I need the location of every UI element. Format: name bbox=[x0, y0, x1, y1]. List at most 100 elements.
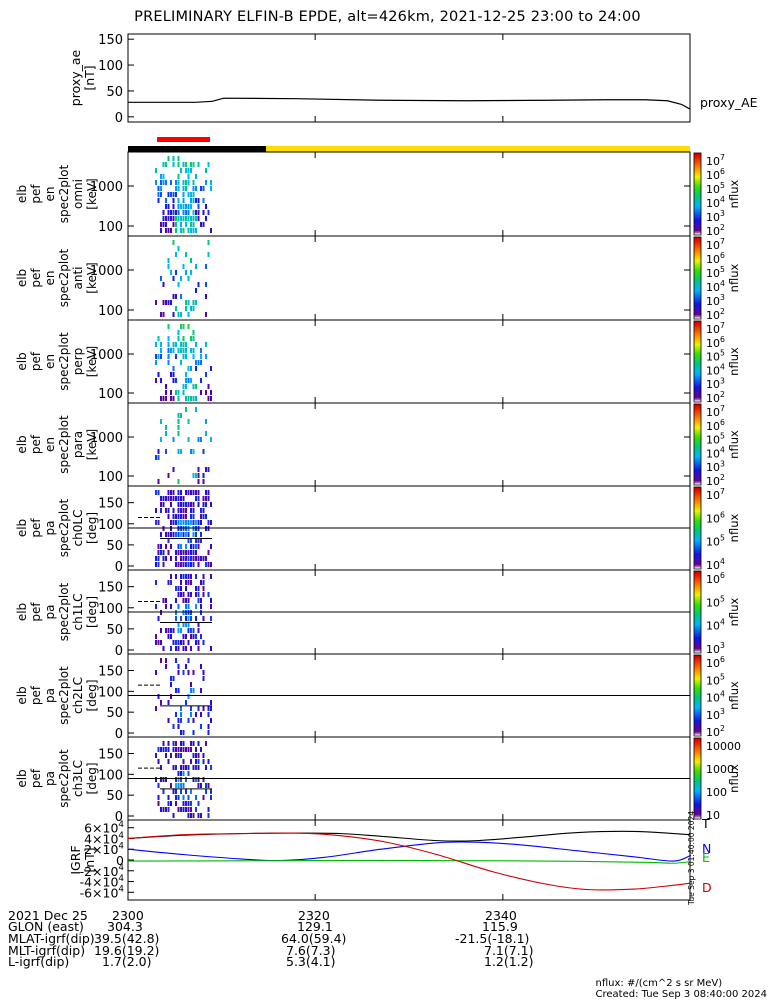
spectrogram-pixel bbox=[182, 192, 185, 197]
colorbar-segment bbox=[694, 646, 701, 650]
colorbar-frame bbox=[693, 570, 702, 654]
colorbar-segment bbox=[694, 387, 701, 391]
spectrogram-pixel bbox=[192, 192, 195, 197]
spectrogram-pixel bbox=[192, 449, 195, 454]
spectrogram-pixel bbox=[175, 658, 177, 663]
spectrogram-pixel bbox=[165, 753, 167, 758]
colorbar-tick-label: 104 bbox=[706, 195, 725, 210]
spectrogram-pixel bbox=[175, 574, 177, 579]
spectrogram-pixel bbox=[192, 514, 195, 519]
proxy-ae-ytick-label: 50 bbox=[106, 85, 123, 100]
spectrogram-pixel bbox=[155, 753, 157, 758]
spectrogram-pixel bbox=[190, 544, 192, 549]
colorbar-segment bbox=[694, 505, 701, 508]
colorbar-segment bbox=[694, 165, 701, 168]
spectrogram-pixel bbox=[192, 384, 195, 389]
spectrogram-pixel bbox=[180, 730, 182, 735]
colorbar-segment bbox=[694, 232, 701, 236]
spectrogram-pixel bbox=[205, 789, 207, 794]
spectrogram-pixel bbox=[180, 532, 182, 537]
spectrogram-pixel bbox=[177, 502, 180, 507]
spectrogram-pixel bbox=[195, 640, 197, 645]
spectrogram-pixel bbox=[167, 700, 170, 705]
spectrogram-pixel bbox=[175, 186, 177, 191]
spectrogram-pixel bbox=[177, 640, 180, 645]
spectrogram-pixel bbox=[167, 348, 170, 353]
spectrogram-pixel bbox=[190, 204, 192, 209]
colorbar-segment bbox=[694, 697, 701, 701]
spectrogram-pixel bbox=[197, 502, 200, 507]
spectrogram-pixel bbox=[197, 777, 200, 782]
fov-bar-black bbox=[128, 146, 266, 152]
spectrogram-pixel bbox=[180, 204, 182, 209]
spectrogram-pixel bbox=[197, 216, 200, 221]
spectrogram-pixel bbox=[187, 216, 190, 221]
spectrogram-pixel bbox=[155, 180, 157, 185]
spectrogram-pixel bbox=[185, 622, 187, 627]
spectrogram-pixel bbox=[197, 544, 200, 549]
spectrogram-ylabel: en bbox=[43, 187, 57, 202]
spectrogram-pixel bbox=[177, 425, 180, 430]
colorbar-segment bbox=[694, 349, 701, 352]
spectrogram-pixel bbox=[182, 741, 185, 746]
colorbar-segment bbox=[694, 408, 701, 411]
spectrogram-pixel bbox=[172, 210, 175, 215]
colorbar-tick-label: 102 bbox=[706, 390, 725, 405]
spectrogram-ylabel: pef bbox=[29, 434, 43, 454]
spectrogram-pixel bbox=[162, 222, 165, 227]
spectrogram-pixel bbox=[195, 604, 197, 609]
colorbar-segment bbox=[694, 278, 701, 281]
spectrogram-pixel bbox=[190, 562, 192, 567]
colorbar-segment bbox=[694, 723, 701, 727]
spectrogram-pixel bbox=[190, 706, 192, 711]
spectrogram-pixel bbox=[205, 354, 207, 359]
spectrogram-pixel bbox=[175, 801, 177, 806]
spectrogram-pixel bbox=[175, 216, 177, 221]
spectrogram-pixel bbox=[182, 228, 185, 233]
spectrogram-pixel bbox=[185, 490, 187, 495]
spectrogram-pixel bbox=[205, 467, 207, 472]
spectrogram-pixel bbox=[197, 204, 200, 209]
footer-row-date: 2021 Dec 25 bbox=[8, 908, 88, 923]
colorbar-segment bbox=[694, 347, 701, 350]
colorbar-segment bbox=[694, 511, 701, 515]
spectrogram-pixel bbox=[165, 390, 167, 395]
colorbar-segment bbox=[694, 173, 701, 177]
spectrogram-ytick-label: 50 bbox=[106, 623, 123, 638]
spectrogram-pixel bbox=[157, 544, 160, 549]
spectrogram-pixel bbox=[190, 222, 192, 227]
colorbar-segment bbox=[694, 770, 701, 773]
spectrogram-pixel bbox=[195, 210, 197, 215]
spectrogram-pixel bbox=[155, 455, 157, 460]
colorbar-segment bbox=[694, 446, 701, 450]
spectrogram-pixel bbox=[187, 718, 190, 723]
spectrogram-pixel bbox=[182, 562, 185, 567]
spectrogram-pixel bbox=[175, 550, 177, 555]
colorbar-segment bbox=[694, 802, 701, 806]
colorbar-segment bbox=[694, 558, 701, 562]
colorbar-segment bbox=[694, 171, 701, 174]
spectrogram-pixel bbox=[170, 372, 172, 377]
colorbar-segment bbox=[694, 667, 701, 670]
colorbar-segment bbox=[694, 329, 701, 332]
spectrogram-ytick-label: 0 bbox=[115, 560, 123, 575]
colorbar-segment bbox=[694, 202, 701, 205]
spectrogram-pixel bbox=[155, 520, 157, 525]
spectrogram-ytick-label: 100 bbox=[98, 387, 123, 402]
spectrogram-pixel bbox=[155, 300, 157, 305]
spectrogram-pixel bbox=[195, 384, 197, 389]
spectrogram-pixel bbox=[180, 342, 182, 347]
spectrogram-pixel bbox=[187, 180, 190, 185]
spectrogram-pixel bbox=[175, 228, 177, 233]
spectrogram-pixel bbox=[195, 228, 197, 233]
spectrogram-pixel bbox=[195, 342, 197, 347]
spectrogram-pixel bbox=[180, 574, 182, 579]
colorbar-segment bbox=[694, 630, 701, 633]
colorbar-segment bbox=[694, 177, 701, 181]
spectrogram-pixel bbox=[190, 490, 192, 495]
spectrogram-pixel bbox=[205, 390, 207, 395]
spectrogram-pixel bbox=[202, 616, 205, 621]
spectrogram-pixel bbox=[177, 348, 180, 353]
spectrogram-pixel bbox=[177, 795, 180, 800]
spectrogram-pixel bbox=[172, 813, 175, 818]
